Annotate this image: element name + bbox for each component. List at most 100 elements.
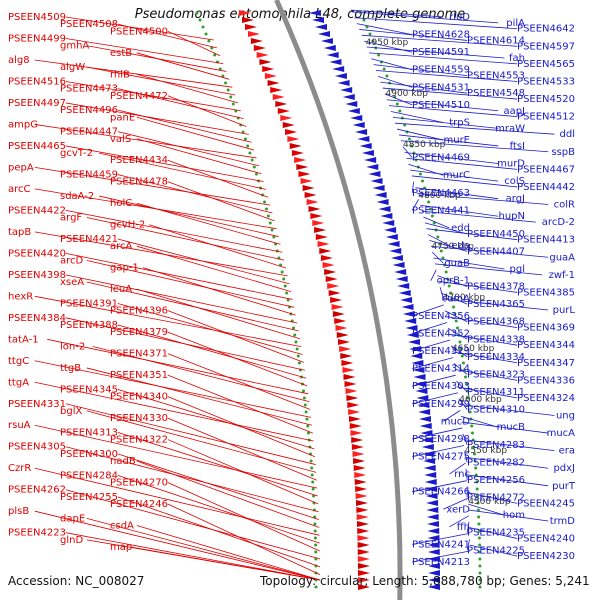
gene-leader-line (402, 146, 413, 158)
forward-gene-mark (353, 458, 366, 464)
gene-label-reverse: PSEEN4356 (412, 311, 470, 322)
tick-dot (297, 361, 301, 365)
forward-gene-mark (345, 388, 358, 394)
tick-dot (460, 354, 464, 358)
gene-label-reverse: PSEEN4299 (412, 399, 470, 410)
gene-leader-line (99, 195, 279, 237)
gene-leader-line (47, 338, 309, 395)
gene-leader-line (65, 81, 241, 112)
reverse-gene-mark (329, 59, 342, 65)
gene-label-forward: leuA (110, 284, 132, 295)
gene-leader-line (356, 23, 413, 35)
tick-dot (477, 515, 481, 519)
tick-dot (303, 403, 307, 407)
forward-gene-mark (300, 178, 313, 184)
gene-leader-line (167, 95, 247, 127)
tick-dot (213, 53, 217, 57)
gene-leader-line (117, 389, 315, 450)
tick-dot (283, 284, 287, 288)
reverse-gene-mark (427, 577, 440, 583)
gene-label-forward: glnD (60, 535, 83, 546)
gene-label-forward: PSEEN4473 (60, 84, 118, 95)
gene-label-forward: PSEEN4509 (8, 12, 66, 23)
gene-leader-line (404, 152, 499, 164)
gene-leader-line (382, 87, 518, 100)
tick-dot (461, 361, 465, 365)
reverse-gene-mark (416, 395, 429, 401)
gene-leader-line (65, 209, 283, 253)
gene-label-reverse: mraW (495, 123, 525, 134)
tick-dot (477, 536, 481, 540)
gene-leader-line (423, 216, 450, 229)
gene-leader-line (434, 263, 543, 276)
gene-label-reverse: murD (497, 159, 525, 170)
forward-gene-mark (357, 549, 370, 555)
gene-leader-line (412, 392, 459, 405)
reverse-gene-mark (374, 192, 387, 198)
tick-dot (248, 151, 252, 155)
forward-gene-mark (357, 563, 370, 569)
gene-label-forward: PSEEN4499 (8, 33, 66, 44)
gene-label-reverse: PSEEN4413 (517, 235, 575, 246)
gene-label-reverse: PSEEN4378 (467, 282, 525, 293)
gene-label-reverse: PSEEN4311 (467, 387, 525, 398)
gene-label-forward: ttgA (8, 377, 29, 388)
gene-leader-line (393, 116, 499, 129)
gene-leader-line (34, 510, 321, 581)
forward-gene-mark (325, 276, 338, 282)
forward-gene-mark (241, 17, 254, 23)
gene-leader-line (375, 70, 518, 82)
tick-dot (201, 25, 205, 29)
gene-leader-line (412, 445, 465, 457)
tick-dot (264, 207, 268, 211)
reverse-gene-mark (413, 374, 426, 380)
forward-gene-mark (340, 353, 353, 359)
gene-leader-line (456, 380, 468, 393)
forward-gene-mark (304, 192, 317, 198)
forward-gene-mark (319, 248, 332, 254)
gene-leader-line (469, 544, 518, 557)
reverse-gene-mark (347, 108, 360, 114)
forward-gene-mark (337, 339, 350, 345)
forward-gene-mark (352, 451, 365, 457)
tick-dot (476, 508, 480, 512)
gene-label-reverse: PSEEN4407 (467, 246, 525, 257)
gene-label-reverse: hupN (498, 211, 525, 222)
forward-gene-mark (322, 262, 335, 268)
forward-gene-mark (302, 185, 315, 191)
tick-dot (439, 249, 443, 253)
gene-label-forward: gap-1 (110, 263, 139, 274)
tick-dot (294, 340, 298, 344)
reverse-gene-mark (400, 297, 413, 303)
reverse-gene-mark (364, 157, 377, 163)
reverse-gene-mark (425, 493, 438, 499)
tick-dot (473, 459, 477, 463)
tick-dot (365, 25, 369, 29)
gene-leader-line (411, 181, 415, 193)
gene-label-reverse: ffh (457, 522, 470, 533)
gene-label-forward: PSEEN4465 (8, 141, 66, 152)
reverse-gene-mark (378, 206, 391, 212)
gene-leader-line (398, 134, 499, 147)
gene-leader-line (65, 489, 321, 560)
tick-dot (280, 270, 284, 274)
reverse-gene-mark (411, 360, 424, 366)
gene-label-reverse: PSEEN4283 (467, 440, 525, 451)
gene-label-reverse: PSEEN4533 (517, 76, 575, 87)
gene-leader-line (117, 109, 252, 143)
tick-dot (311, 480, 315, 484)
forward-gene-mark (342, 367, 355, 373)
gene-label-reverse: xerD (446, 504, 470, 515)
gene-leader-line (460, 415, 499, 428)
gene-label-forward: tatA-1 (8, 334, 39, 345)
gene-label-forward: PSEEN4472 (110, 91, 168, 102)
gene-label-reverse: zwf-1 (549, 270, 575, 281)
gene-label-reverse: trpS (449, 117, 470, 128)
gene-leader-line (441, 292, 468, 305)
gene-leader-line (167, 331, 308, 387)
reverse-gene-mark (424, 479, 437, 485)
gene-leader-line (447, 327, 468, 340)
gene-leader-line (65, 145, 264, 182)
tick-dot (198, 18, 202, 22)
gene-leader-line (459, 404, 555, 416)
